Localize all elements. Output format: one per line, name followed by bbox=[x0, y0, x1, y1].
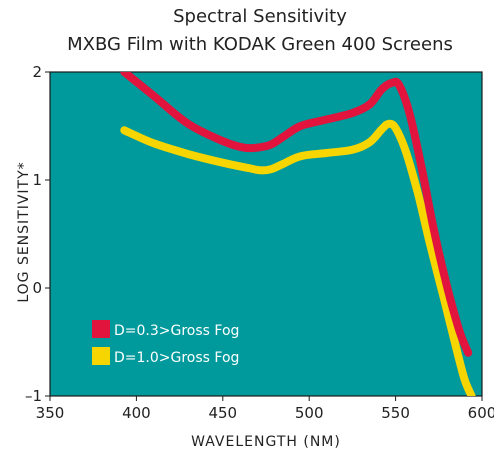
x-tick-label: 350 bbox=[36, 404, 65, 422]
chart-title: Spectral Sensitivity bbox=[173, 6, 347, 27]
x-tick-label: 500 bbox=[295, 404, 324, 422]
x-tick-label: 600 bbox=[468, 404, 494, 422]
legend-swatch bbox=[92, 347, 110, 365]
series-layer bbox=[120, 72, 476, 396]
x-tick-label: 400 bbox=[122, 404, 151, 422]
plot-area bbox=[49, 71, 483, 397]
y-axis: –1 0 1 2 bbox=[25, 63, 50, 405]
y-tick-label: –1 bbox=[25, 387, 42, 405]
y-tick-label: 1 bbox=[32, 171, 42, 189]
legend-swatch bbox=[92, 320, 110, 338]
chart-subtitle: MXBG Film with KODAK Green 400 Screens bbox=[67, 34, 453, 55]
y-axis-label: LOG SENSITIVITY* bbox=[16, 161, 32, 302]
x-axis: 350 400 450 500 550 600 bbox=[36, 396, 494, 422]
legend-label: D=1.0>Gross Fog bbox=[114, 350, 239, 366]
y-tick-label: 0 bbox=[32, 279, 42, 297]
series-line-d10 bbox=[120, 119, 476, 396]
series-line-d03 bbox=[120, 72, 473, 357]
x-tick-label: 550 bbox=[381, 404, 410, 422]
x-tick-label: 450 bbox=[208, 404, 237, 422]
legend: D=0.3>Gross Fog D=1.0>Gross Fog bbox=[92, 320, 239, 366]
x-axis-label: WAVELENGTH (NM) bbox=[191, 434, 341, 450]
legend-label: D=0.3>Gross Fog bbox=[114, 323, 239, 339]
y-tick-label: 2 bbox=[32, 63, 42, 81]
